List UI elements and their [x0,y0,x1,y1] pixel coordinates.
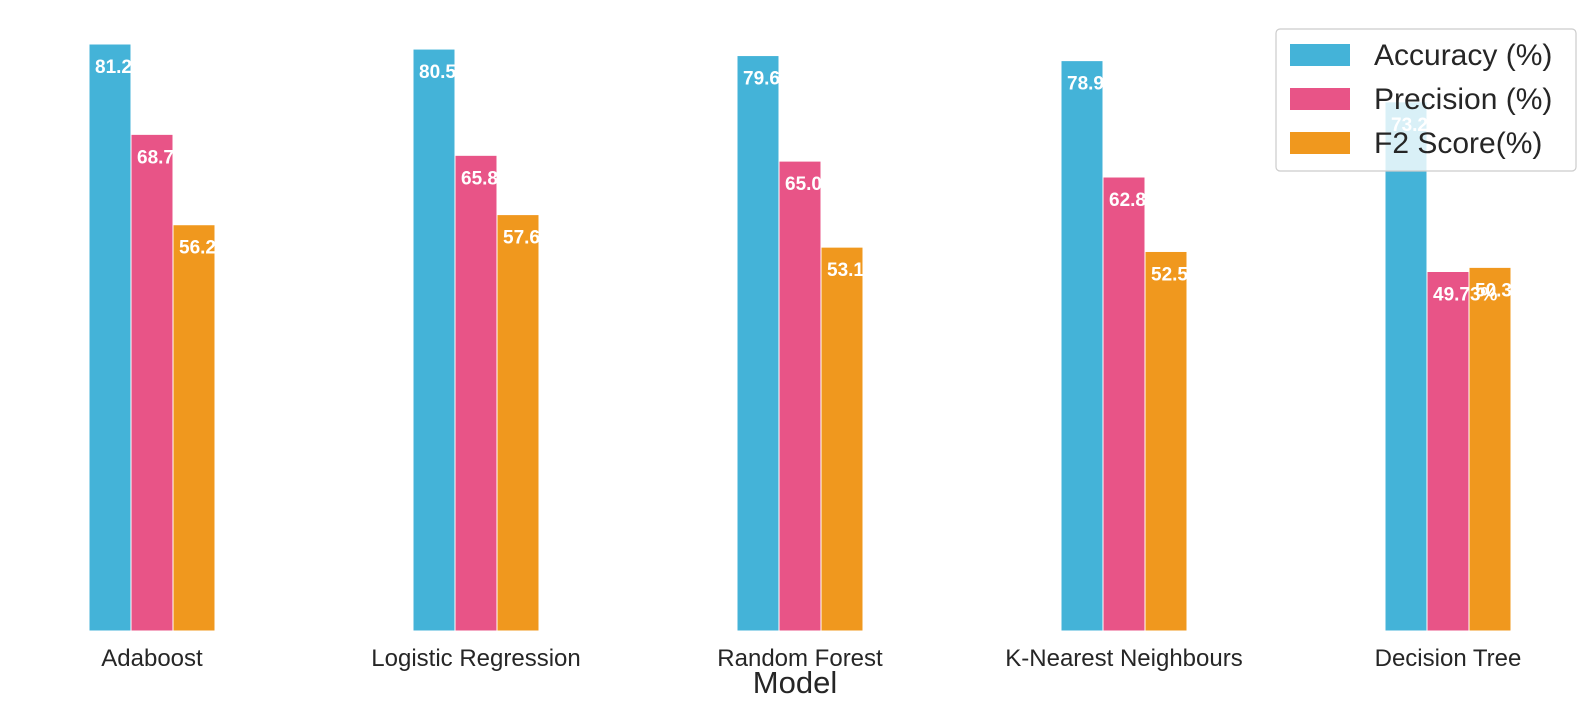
bar-2-0 [172,224,216,632]
category-label: Adaboost [101,645,203,672]
data-label-1-1: 65.8 [461,168,498,189]
bar-2-2 [820,246,864,632]
bar-0-4 [1384,101,1428,632]
bar-0-2 [736,55,780,632]
data-label-2-3: 52.5 [1151,264,1188,285]
data-label-1-4: 49.73% [1433,284,1498,305]
bar-1-0 [130,133,174,632]
category-label: Random Forest [717,645,883,672]
data-label-0-1: 80.5 [419,62,456,83]
legend-swatch [1290,132,1350,154]
category-label: Logistic Regression [371,645,580,672]
legend-swatch [1290,44,1350,66]
bar-2-1 [496,214,540,632]
bar-1-3 [1102,176,1146,632]
data-label-2-0: 56.2 [179,238,216,259]
legend-swatch [1290,88,1350,110]
data-label-2-1: 57.6 [503,228,540,249]
bar-2-3 [1144,250,1188,632]
data-label-2-4: 50.3 [1475,280,1512,301]
data-label-1-3: 62.8 [1109,190,1146,211]
data-label-2-2: 53.1 [827,260,864,281]
bar-1-4 [1426,270,1470,632]
legend-label: F2 Score(%) [1374,127,1542,160]
legend-label: Accuracy (%) [1374,39,1552,72]
bar-0-1 [412,48,456,632]
category-label: Decision Tree [1375,645,1522,672]
bar-1-1 [454,154,498,632]
legend: Accuracy (%) Precision (%) F2 Score(%) [1275,28,1577,172]
legend-label: Precision (%) [1374,83,1552,116]
data-labels-layer: 81.2 68.7 56.2 80.5 65.8 57.6 79.6 65.0 53.1 78.9… [95,57,1512,305]
data-label-0-0: 81.2 [95,57,132,78]
bar-0-3 [1060,60,1104,632]
bar-2-4 [1468,266,1512,632]
bar-0-0 [88,43,132,632]
data-label-1-2: 65.0 [785,174,822,195]
data-label-1-0: 68.7 [137,147,174,168]
bar-1-2 [778,160,822,632]
x-axis-title: Model [753,665,837,700]
data-label-0-2: 79.6 [743,69,780,90]
bars-layer [88,43,1512,632]
legend-box [1275,28,1577,172]
category-labels-layer: Adaboost Logistic Regression Random Forest… [101,645,1521,672]
category-label: K-Nearest Neighbours [1005,645,1242,672]
data-label-0-3: 78.9 [1067,74,1104,95]
